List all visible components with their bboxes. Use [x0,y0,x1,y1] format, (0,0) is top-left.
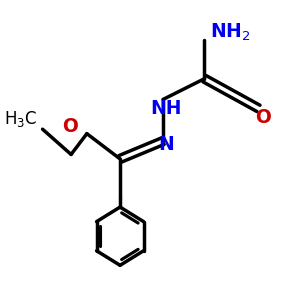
Text: NH: NH [150,99,182,118]
Text: NH$_2$: NH$_2$ [210,22,250,43]
Text: O: O [62,117,78,136]
Text: O: O [255,108,271,127]
Text: N: N [158,135,174,154]
Text: H$_3$C: H$_3$C [4,109,37,129]
